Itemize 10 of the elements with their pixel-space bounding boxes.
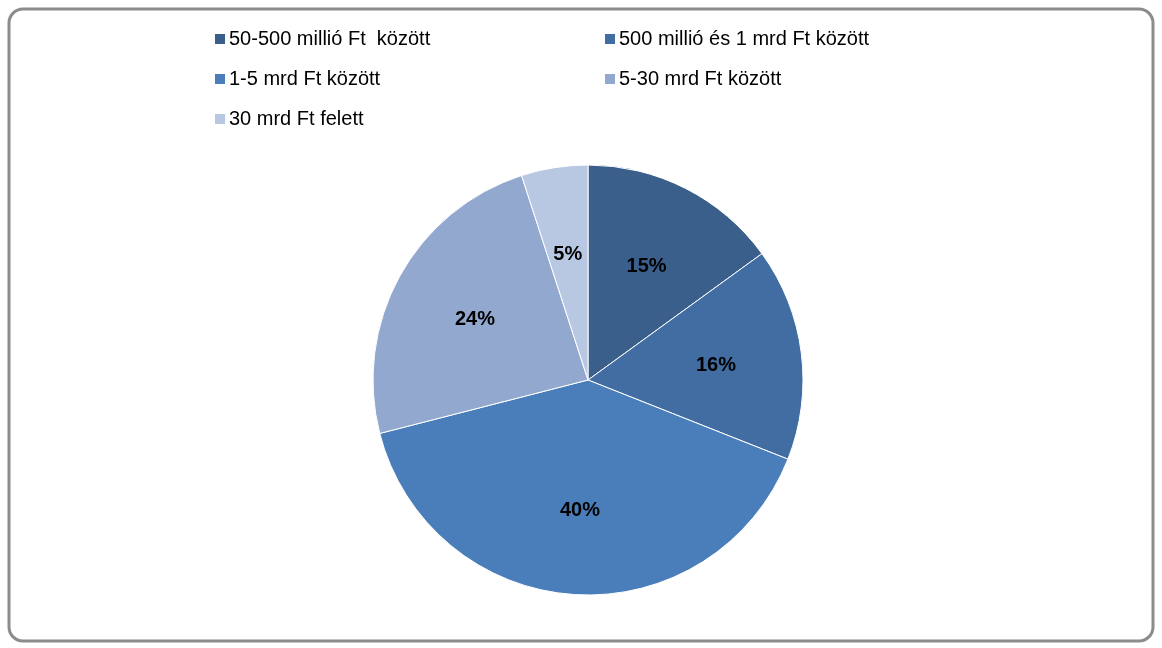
legend-label: 30 mrd Ft felett: [229, 107, 364, 129]
data-label: 15%: [626, 254, 667, 277]
legend-label: 50-500 millió Ft között: [229, 27, 431, 49]
legend-label: 1-5 mrd Ft között: [229, 67, 381, 89]
legend-label: 500 millió és 1 mrd Ft között: [619, 27, 870, 49]
data-label: 24%: [454, 306, 496, 329]
legend-label: 5-30 mrd Ft között: [619, 67, 782, 89]
data-label: 5%: [553, 241, 583, 264]
data-label: 40%: [559, 497, 601, 520]
data-label: 16%: [695, 352, 737, 375]
